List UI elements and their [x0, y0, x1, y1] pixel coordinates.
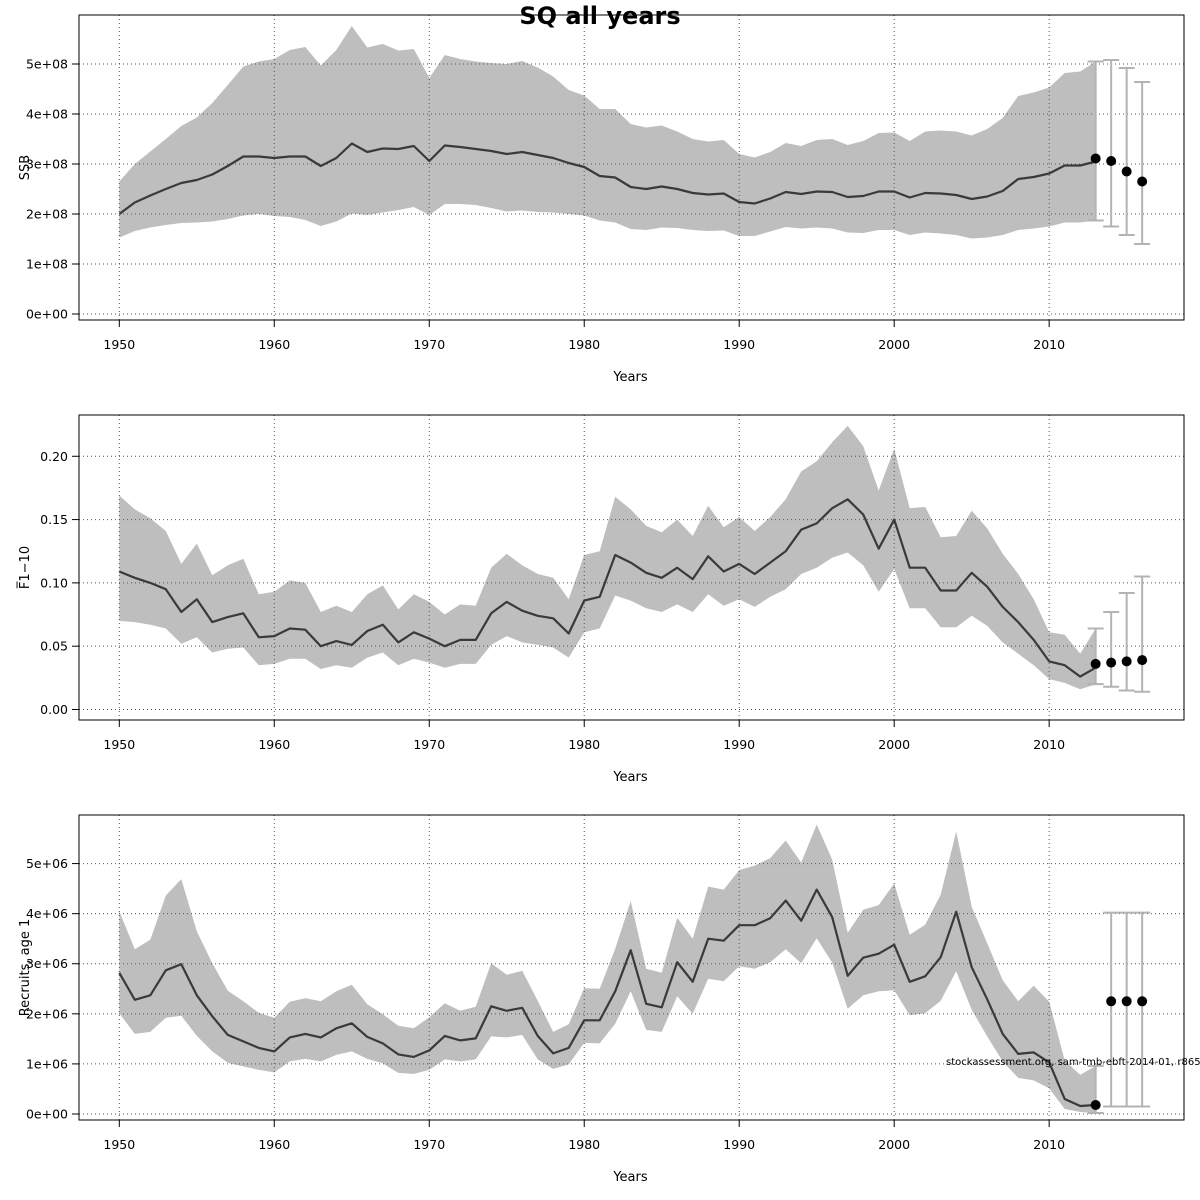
fbar-x-tick-label: 1970 [413, 737, 445, 752]
fbar-forecast-point [1121, 656, 1132, 667]
ssb-y-tick-label: 1e+08 [26, 257, 68, 272]
ssb-x-tick-label: 1970 [413, 337, 445, 352]
fbar-forecast-point [1137, 655, 1148, 666]
ssb-x-tick-label: 2010 [1033, 337, 1065, 352]
recruits-x-tick-label: 1970 [413, 1137, 445, 1152]
recruits-y-tick-label: 0e+00 [26, 1106, 68, 1121]
recruits-y-axis-label: Recruits, age 1 [18, 919, 33, 1017]
fbar-x-tick-label: 1980 [568, 737, 600, 752]
recruits-x-tick-label: 2000 [878, 1137, 910, 1152]
ssb-estimate-line [118, 142, 1096, 215]
recruits-panel: 1950 1960 1970 1980 1990 2000 2010 0e+00 1e+06 2e… [18, 814, 1185, 1185]
recruits-forecast-point [1106, 996, 1117, 1007]
fbar-plot-frame [78, 414, 1185, 721]
watermark-text: stockassessment.org, sam-tmb-ebft-2014-0… [946, 1057, 1200, 1068]
ssb-x-tick-label: 1980 [568, 337, 600, 352]
fbar-forecast-point [1106, 657, 1117, 668]
fbar-y-tick-label: 0.05 [40, 639, 68, 654]
recruits-x-tick-label: 1990 [723, 1137, 755, 1152]
fbar-panel: 1950 1960 1970 1980 1990 2000 2010 0.00 0.05 0.10… [17, 414, 1185, 785]
fbar-x-tick-label: 1990 [723, 737, 755, 752]
fbar-estimate-line [118, 498, 1097, 678]
recruits-x-tick-label: 2010 [1033, 1137, 1065, 1152]
ssb-plot-frame [78, 14, 1185, 321]
fbar-x-tick-label: 1950 [103, 737, 135, 752]
recruits-x-tick-label: 1980 [568, 1137, 600, 1152]
recruits-x-tick-label: 1960 [258, 1137, 290, 1152]
fbar-y-tick-label: 0.20 [40, 449, 68, 464]
ssb-confidence-band [119, 26, 1096, 239]
fbar-x-tick-label: 1960 [258, 737, 290, 752]
fbar-y-tick-label: 0.00 [40, 702, 68, 717]
recruits-forecast-point [1137, 996, 1148, 1007]
recruits-x-axis-label: Years [612, 1170, 648, 1185]
fbar-forecast-point [1090, 658, 1101, 669]
recruits-y-tick-label: 2e+06 [26, 1006, 68, 1021]
recruits-confidence-band [119, 824, 1096, 1113]
recruits-y-tick-label: 1e+06 [26, 1056, 68, 1071]
fbar-x-tick-label: 2000 [878, 737, 910, 752]
fbar-x-axis-label: Years [612, 770, 648, 785]
recruits-estimate-line [118, 888, 1096, 1108]
ssb-forecast-point [1090, 153, 1101, 164]
fbar-y-axis-label: F̅1−10 [17, 546, 33, 589]
chart-title: SQ all years [519, 2, 680, 30]
ssb-forecast-point [1121, 166, 1132, 177]
ssb-y-tick-label: 0e+00 [26, 307, 68, 322]
fbar-y-tick-label: 0.10 [40, 575, 68, 590]
recruits-y-tick-label: 5e+06 [26, 856, 68, 871]
ssb-x-tick-label: 2000 [878, 337, 910, 352]
recruits-forecast-point [1090, 1099, 1101, 1110]
ssb-x-tick-label: 1950 [103, 337, 135, 352]
ssb-y-axis-label: SSB [18, 155, 33, 180]
ssb-panel: 1950 1960 1970 1980 1990 2000 2010 0e+00 1e+08 2e… [18, 14, 1185, 385]
ssb-forecast-point [1106, 156, 1117, 166]
ssb-y-tick-label: 5e+08 [26, 57, 68, 72]
recruits-y-tick-label: 3e+06 [26, 956, 68, 971]
ssb-y-tick-label: 4e+08 [26, 107, 68, 122]
recruits-plot-frame [78, 814, 1185, 1121]
recruits-x-tick-label: 1950 [103, 1137, 135, 1152]
ssb-x-tick-label: 1960 [258, 337, 290, 352]
recruits-y-tick-label: 4e+06 [26, 906, 68, 921]
ssb-y-tick-label: 3e+08 [26, 157, 68, 172]
fbar-y-tick-label: 0.15 [40, 512, 68, 527]
ssb-y-tick-label: 2e+08 [26, 207, 68, 222]
ssb-x-tick-label: 1990 [723, 337, 755, 352]
ssb-forecast-point [1137, 176, 1148, 187]
fbar-x-tick-label: 2010 [1033, 737, 1065, 752]
recruits-forecast-point [1121, 996, 1132, 1007]
fbar-confidence-band [119, 425, 1096, 690]
ssb-x-axis-label: Years [612, 370, 648, 385]
